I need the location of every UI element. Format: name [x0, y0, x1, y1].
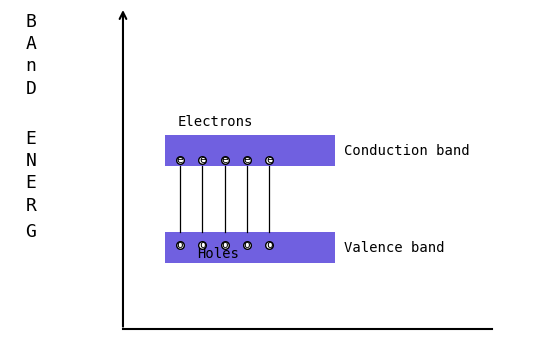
Text: R: R	[25, 197, 36, 215]
Text: G: G	[25, 223, 36, 241]
Text: B: B	[25, 13, 36, 31]
Bar	[165, 135, 335, 166]
Text: Electrons: Electrons	[178, 116, 253, 129]
Text: o: o	[244, 240, 250, 250]
Text: o: o	[221, 240, 228, 250]
Text: D: D	[25, 80, 36, 98]
Bar	[165, 232, 335, 263]
Text: E: E	[25, 174, 36, 192]
Text: e: e	[266, 155, 273, 165]
Text: Valence band: Valence band	[344, 242, 444, 255]
Text: n: n	[25, 57, 36, 75]
Text: A: A	[25, 35, 36, 53]
Text: o: o	[199, 240, 206, 250]
Text: e: e	[221, 155, 228, 165]
Text: e: e	[177, 155, 183, 165]
Text: Conduction band: Conduction band	[344, 144, 470, 158]
Text: e: e	[244, 155, 250, 165]
Text: o: o	[266, 240, 273, 250]
Text: N: N	[25, 152, 36, 170]
Text: Holes: Holes	[197, 247, 239, 261]
Text: e: e	[199, 155, 206, 165]
Text: o: o	[177, 240, 183, 250]
Text: E: E	[25, 130, 36, 148]
